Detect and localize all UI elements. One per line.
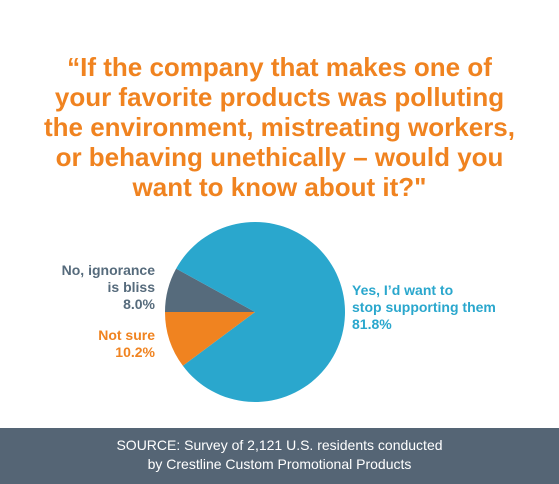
value-label: 10.2% [115,344,155,360]
category-label: stop supporting them [352,299,496,315]
pie-slice [165,312,255,366]
title-line: the environment, mistreating workers, [43,112,515,142]
category-label: is bliss [107,279,155,295]
source-footer: SOURCE: Survey of 2,121 U.S. residents c… [0,428,559,484]
title-line: or behaving unethically – would you [55,142,504,172]
title-line: your favorite products was polluting [54,82,505,112]
title-line: want to know about it?" [132,172,427,202]
source-line: SOURCE: Survey of 2,121 U.S. residents c… [116,437,443,453]
source-line: by Crestline Custom Promotional Products [147,456,412,472]
category-label: Yes, I’d want to [352,282,454,298]
category-label: Not sure [98,327,155,343]
pie-slice [165,268,255,312]
category-label: No, ignorance [61,262,155,278]
value-label: 81.8% [352,316,392,332]
pie-slice [176,222,345,402]
title-line: “If the company that makes one of [67,52,492,82]
value-label: 8.0% [123,296,155,312]
